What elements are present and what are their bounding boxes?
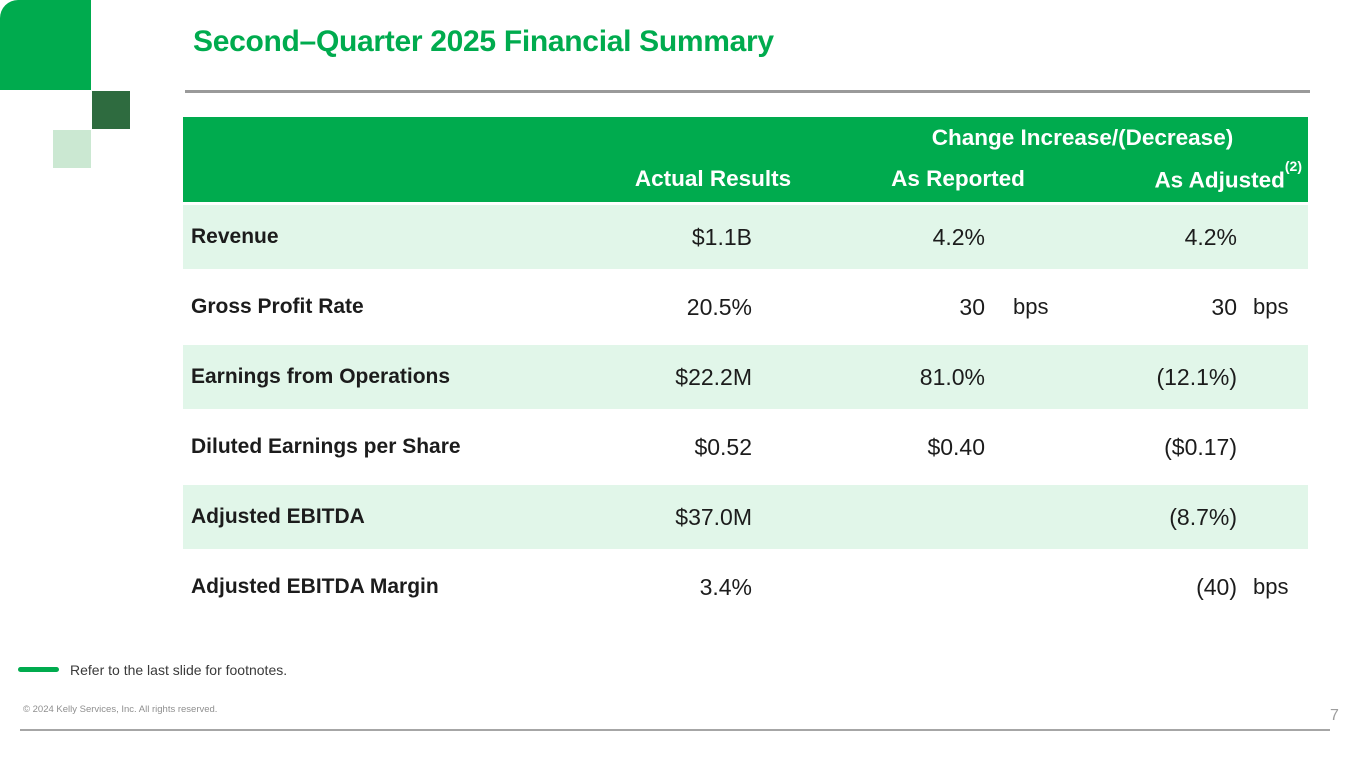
footnote-text: Refer to the last slide for footnotes. (70, 662, 288, 678)
copyright-text: © 2024 Kelly Services, Inc. All rights r… (23, 704, 218, 715)
cell-value: 4.2% (932, 223, 985, 250)
table-row-diluted-eps: Diluted Earnings per Share $0.52 $0.40 (… (183, 412, 1308, 482)
cell-actual-results: $1.1B (613, 224, 813, 251)
cell-value: (40) (1196, 573, 1237, 600)
cell-value: ($0.17) (1164, 433, 1237, 460)
cell-actual-results: $22.2M (613, 364, 813, 391)
logo-square-pale-icon (53, 130, 91, 168)
cell-as-reported: $0.40 (813, 434, 1063, 461)
cell-value: $37.0M (675, 503, 752, 530)
footer-divider (20, 729, 1330, 731)
cell-as-reported: 4.2% (813, 224, 1063, 251)
cell-value: 30 (1211, 293, 1237, 320)
column-header-metric (183, 166, 613, 194)
column-header-as-adjusted: As Adjusted(2) (1063, 158, 1308, 194)
cell-as-adjusted: 30 bps (1063, 294, 1308, 321)
cell-value: $0.52 (694, 433, 752, 460)
logo-square-dark-icon (92, 91, 130, 129)
row-label: Gross Profit Rate (191, 295, 364, 318)
row-label: Adjusted EBITDA (191, 505, 365, 528)
cell-value: (12.1%) (1156, 363, 1237, 390)
cell-value: 20.5% (686, 293, 752, 320)
table-row-adjusted-ebitda: Adjusted EBITDA $37.0M (8.7%) (183, 482, 1308, 552)
title-divider (185, 90, 1310, 93)
as-adjusted-label: As Adjusted (1154, 167, 1285, 192)
cell-value: $22.2M (675, 363, 752, 390)
table-row-revenue: Revenue $1.1B 4.2% 4.2% (183, 202, 1308, 272)
table-row-gross-profit-rate: Gross Profit Rate 20.5% 30 bps 30 bps (183, 272, 1308, 342)
row-label: Revenue (191, 225, 279, 248)
footnote-reference-2: (2) (1284, 157, 1302, 174)
footnote-dash (18, 667, 59, 672)
cell-value: 4.2% (1184, 223, 1237, 250)
financial-summary-table: Change Increase/(Decrease) Actual Result… (183, 117, 1308, 622)
cell-actual-results: $37.0M (613, 504, 813, 531)
slide-title: Second–Quarter 2025 Financial Summary (193, 25, 774, 58)
cell-value: 3.4% (699, 573, 752, 600)
cell-unit: bps (1013, 294, 1049, 319)
column-headers-row: Actual Results As Reported As Adjusted(2… (183, 158, 1308, 194)
cell-actual-results: 3.4% (613, 574, 813, 601)
cell-as-reported: 30 bps (813, 294, 1063, 321)
cell-as-adjusted: 4.2% (1063, 224, 1308, 251)
cell-as-adjusted: (8.7%) (1063, 504, 1308, 531)
column-group-header-change: Change Increase/(Decrease) (931, 125, 1234, 150)
cell-value: 81.0% (919, 363, 985, 390)
cell-actual-results: $0.52 (613, 434, 813, 461)
table-header: Change Increase/(Decrease) Actual Result… (183, 117, 1308, 202)
table-row-earnings-from-operations: Earnings from Operations $22.2M 81.0% (1… (183, 342, 1308, 412)
page-number: 7 (1330, 707, 1339, 724)
cell-as-adjusted: (40) bps (1063, 574, 1308, 601)
cell-value: $1.1B (691, 223, 752, 250)
cell-value: 30 (959, 293, 985, 320)
table-row-adjusted-ebitda-margin: Adjusted EBITDA Margin 3.4% (40) bps (183, 552, 1308, 622)
cell-unit: bps (1253, 574, 1289, 599)
cell-value: $0.40 (927, 433, 985, 460)
column-header-actual-results: Actual Results (634, 165, 792, 191)
row-label: Adjusted EBITDA Margin (191, 575, 439, 598)
cell-as-adjusted: (12.1%) (1063, 364, 1308, 391)
cell-actual-results: 20.5% (613, 294, 813, 321)
cell-value: (8.7%) (1169, 503, 1237, 530)
cell-as-reported: 81.0% (813, 364, 1063, 391)
logo-square-large-icon (0, 0, 91, 90)
cell-unit: bps (1253, 294, 1289, 319)
cell-as-adjusted: ($0.17) (1063, 434, 1308, 461)
row-label: Diluted Earnings per Share (191, 435, 461, 458)
column-header-as-reported: As Reported (891, 165, 1025, 191)
row-label: Earnings from Operations (191, 365, 451, 388)
